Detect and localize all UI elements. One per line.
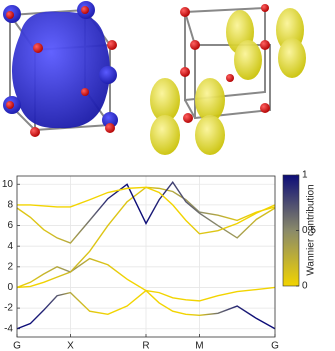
y-tick-label: -2: [4, 303, 13, 314]
x-tick-label: R: [142, 341, 149, 351]
colorbar-tick-label: 0: [302, 281, 308, 292]
x-tick-label: M: [195, 341, 203, 351]
y-tick-label: 0: [7, 282, 13, 293]
orbital-left: [3, 1, 118, 137]
x-tick-label: G: [271, 341, 279, 351]
y-tick-label: 6: [7, 220, 13, 231]
colorbar-tick-label: 1: [302, 170, 308, 181]
y-tick-label: 10: [2, 179, 14, 190]
y-tick-label: -4: [4, 323, 13, 334]
plot-frame: [16, 175, 276, 338]
colorbar-tick-label: 0.5: [302, 225, 316, 236]
band-line: [17, 186, 276, 235]
x-tick-label: X: [67, 341, 74, 351]
colorbar-label: Wannier contribution: [306, 184, 317, 275]
band-line: [16, 180, 276, 244]
y-tick-label: 2: [7, 261, 13, 272]
band-line: [16, 257, 276, 302]
y-tick-label: 8: [7, 200, 13, 211]
y-tick-label: 4: [7, 241, 13, 252]
orbital-right: [150, 4, 306, 155]
x-tick-label: G: [13, 341, 21, 351]
